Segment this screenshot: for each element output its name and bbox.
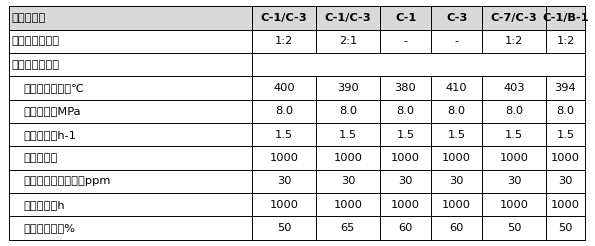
Text: 390: 390 [337, 83, 359, 93]
Text: -: - [455, 36, 459, 46]
Text: C-3: C-3 [446, 13, 467, 23]
Text: 催化剂种类: 催化剂种类 [12, 13, 46, 23]
Text: 1:2: 1:2 [505, 36, 524, 46]
Text: 1000: 1000 [442, 200, 471, 210]
Text: 410: 410 [446, 83, 468, 93]
Text: 1.5: 1.5 [275, 130, 293, 140]
Text: C-1/B-1: C-1/B-1 [542, 13, 588, 23]
Text: 裂化段进料氮含量，ppm: 裂化段进料氮含量，ppm [24, 176, 111, 186]
Text: C-7/C-3: C-7/C-3 [491, 13, 538, 23]
Text: 1000: 1000 [391, 200, 420, 210]
Text: 400: 400 [273, 83, 295, 93]
Text: 1.5: 1.5 [339, 130, 357, 140]
Text: 380: 380 [394, 83, 416, 93]
Text: 1:2: 1:2 [275, 36, 293, 46]
Text: 1000: 1000 [500, 200, 529, 210]
Text: 50: 50 [558, 223, 572, 233]
Text: 反应压力，MPa: 反应压力，MPa [24, 106, 82, 116]
Text: 取样时间，h: 取样时间，h [24, 200, 65, 210]
Text: 8.0: 8.0 [275, 106, 293, 116]
Text: 403: 403 [503, 83, 525, 93]
Text: C-1/C-3: C-1/C-3 [261, 13, 308, 23]
Text: 65: 65 [341, 223, 355, 233]
Text: 60: 60 [398, 223, 413, 233]
Text: 1000: 1000 [442, 153, 471, 163]
Text: 8.0: 8.0 [447, 106, 466, 116]
Text: 60: 60 [449, 223, 464, 233]
Text: 1.5: 1.5 [396, 130, 415, 140]
Text: 1000: 1000 [551, 153, 580, 163]
Text: 裂化段操作条件: 裂化段操作条件 [12, 60, 60, 70]
Text: 394: 394 [555, 83, 576, 93]
Text: 1000: 1000 [391, 153, 420, 163]
Text: 1000: 1000 [270, 200, 299, 210]
Text: 1000: 1000 [333, 200, 362, 210]
Text: 1.5: 1.5 [447, 130, 466, 140]
Text: 30: 30 [277, 176, 291, 186]
Bar [316, 6, 380, 30]
Text: 8.0: 8.0 [339, 106, 357, 116]
Text: 1:2: 1:2 [556, 36, 575, 46]
Text: C-1/C-3: C-1/C-3 [324, 13, 371, 23]
Text: 催化剂级配比例: 催化剂级配比例 [12, 36, 60, 46]
Text: 8.0: 8.0 [505, 106, 524, 116]
Text: 体积空速，h-1: 体积空速，h-1 [24, 130, 77, 140]
Text: 30: 30 [398, 176, 413, 186]
Text: 1.5: 1.5 [505, 130, 524, 140]
Text: 氢油体积比: 氢油体积比 [24, 153, 58, 163]
Text: 1000: 1000 [333, 153, 362, 163]
Text: 平均反应温度，℃: 平均反应温度，℃ [24, 83, 84, 93]
Text: 1.5: 1.5 [556, 130, 575, 140]
Text: 单程转化率，%: 单程转化率，% [24, 223, 76, 233]
Text: 8.0: 8.0 [396, 106, 415, 116]
Bar [483, 6, 546, 30]
Text: 30: 30 [449, 176, 464, 186]
Bar [9, 6, 252, 30]
Text: C-1: C-1 [395, 13, 416, 23]
Text: 30: 30 [558, 176, 572, 186]
Bar [431, 6, 483, 30]
Bar [252, 6, 316, 30]
Text: 30: 30 [507, 176, 521, 186]
Text: 1000: 1000 [551, 200, 580, 210]
Text: -: - [403, 36, 408, 46]
Bar [546, 6, 585, 30]
Text: 30: 30 [341, 176, 355, 186]
Text: 2:1: 2:1 [339, 36, 357, 46]
Bar [380, 6, 431, 30]
Text: 1000: 1000 [270, 153, 299, 163]
Text: 1000: 1000 [500, 153, 529, 163]
Text: 50: 50 [277, 223, 291, 233]
Text: 8.0: 8.0 [556, 106, 575, 116]
Text: 50: 50 [507, 223, 521, 233]
